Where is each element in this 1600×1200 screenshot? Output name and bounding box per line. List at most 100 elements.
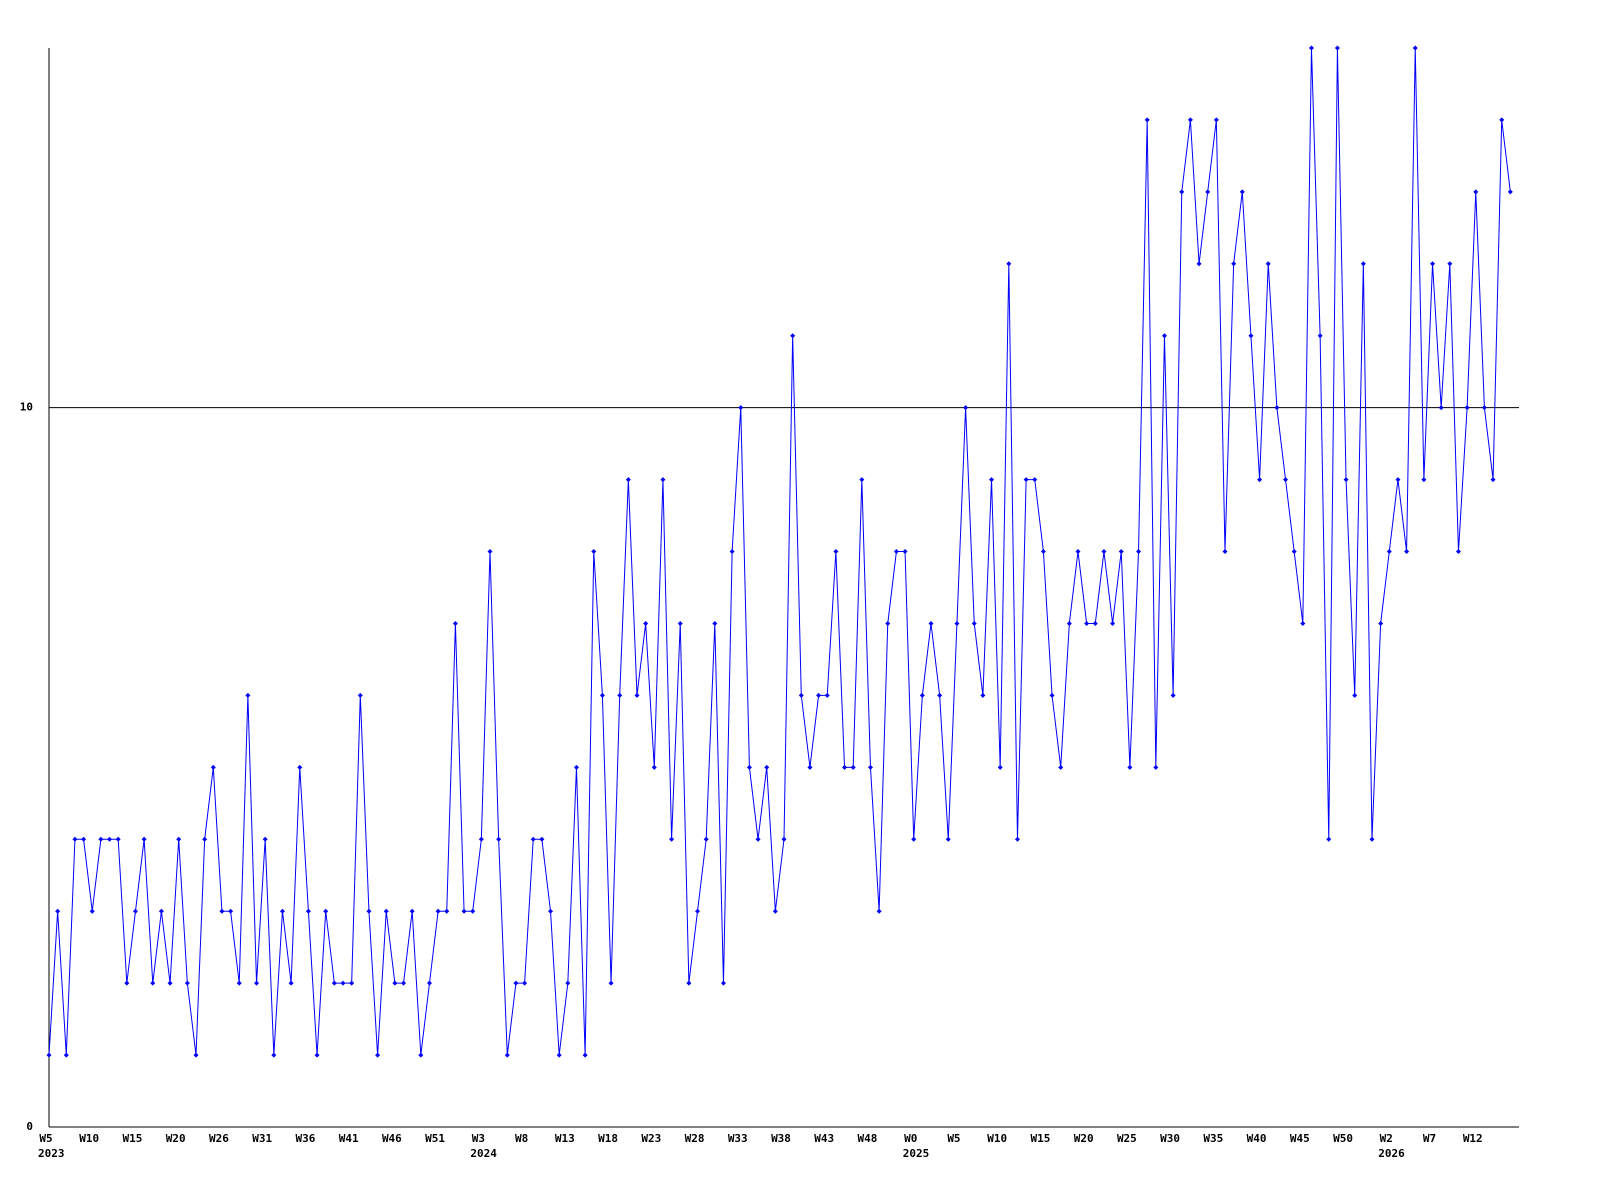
data-point (98, 836, 104, 842)
data-point (1092, 620, 1098, 626)
x-tick-label: W0 (904, 1132, 917, 1145)
data-point (565, 980, 571, 986)
data-point (1438, 405, 1444, 411)
data-point (963, 405, 969, 411)
data-point (919, 692, 925, 698)
data-point (340, 980, 346, 986)
data-point (1110, 620, 1116, 626)
data-point (1447, 261, 1453, 267)
data-point (1455, 549, 1461, 555)
x-tick-label: W3 (472, 1132, 485, 1145)
data-point (928, 620, 934, 626)
data-point (876, 908, 882, 914)
x-tick-label: W38 (771, 1132, 791, 1145)
data-point (1196, 261, 1202, 267)
data-point (997, 764, 1003, 770)
data-point (1023, 477, 1029, 483)
data-point (141, 836, 147, 842)
data-point (1257, 477, 1263, 483)
data-point (1352, 692, 1358, 698)
x-tick-label: W40 (1247, 1132, 1267, 1145)
data-point (522, 980, 528, 986)
data-point (1153, 764, 1159, 770)
data-point (1118, 549, 1124, 555)
data-point (764, 764, 770, 770)
data-point (1040, 549, 1046, 555)
data-point (357, 692, 363, 698)
data-point (634, 692, 640, 698)
data-point (279, 908, 285, 914)
data-point (833, 549, 839, 555)
data-point (236, 980, 242, 986)
year-label: 2025 (903, 1147, 930, 1160)
data-point (202, 836, 208, 842)
data-point (625, 477, 631, 483)
data-point (1421, 477, 1427, 483)
data-point (81, 836, 87, 842)
data-point (158, 908, 164, 914)
data-point (954, 620, 960, 626)
data-point (1404, 549, 1410, 555)
data-point (487, 549, 493, 555)
data-point (1231, 261, 1237, 267)
data-point (288, 980, 294, 986)
data-point (1014, 836, 1020, 842)
data-point (1386, 549, 1392, 555)
data-point (755, 836, 761, 842)
data-point (1213, 117, 1219, 123)
data-point (426, 980, 432, 986)
x-tick-label: W50 (1333, 1132, 1353, 1145)
data-point (660, 477, 666, 483)
data-point (323, 908, 329, 914)
data-point (461, 908, 467, 914)
x-tick-label: W23 (641, 1132, 661, 1145)
data-point (228, 908, 234, 914)
data-point (781, 836, 787, 842)
data-point (885, 620, 891, 626)
data-point (902, 549, 908, 555)
x-tick-label: W30 (1160, 1132, 1180, 1145)
data-point (703, 836, 709, 842)
data-point (375, 1052, 381, 1058)
data-point (746, 764, 752, 770)
data-point (314, 1052, 320, 1058)
x-tick-label: W20 (1074, 1132, 1094, 1145)
y-tick-label: 0 (26, 1120, 33, 1133)
data-point (1490, 477, 1496, 483)
data-point (1144, 117, 1150, 123)
data-point (132, 908, 138, 914)
data-line (48, 47, 1511, 1056)
data-point (1291, 549, 1297, 555)
x-tick-label: W25 (1117, 1132, 1137, 1145)
x-tick-label: W20 (166, 1132, 186, 1145)
x-tick-label: W48 (858, 1132, 878, 1145)
x-tick-label: W26 (209, 1132, 229, 1145)
data-point (401, 980, 407, 986)
x-tick-label: W5 (947, 1132, 960, 1145)
data-point (937, 692, 943, 698)
data-point (1161, 333, 1167, 339)
data-point (89, 908, 95, 914)
data-point (1360, 261, 1366, 267)
data-point (418, 1052, 424, 1058)
data-point (790, 333, 796, 339)
data-point (1343, 477, 1349, 483)
data-point (349, 980, 355, 986)
data-point (1317, 333, 1323, 339)
x-tick-label: W33 (728, 1132, 748, 1145)
x-tick-label: W35 (1203, 1132, 1223, 1145)
data-point (980, 692, 986, 698)
data-point (331, 980, 337, 986)
data-point (392, 980, 398, 986)
x-tick-label: W43 (814, 1132, 834, 1145)
x-tick-label: W36 (295, 1132, 315, 1145)
data-point (1170, 692, 1176, 698)
data-point (452, 620, 458, 626)
data-point (124, 980, 130, 986)
x-tick-label: W15 (1030, 1132, 1050, 1145)
data-point (599, 692, 605, 698)
data-point (210, 764, 216, 770)
data-point (1283, 477, 1289, 483)
